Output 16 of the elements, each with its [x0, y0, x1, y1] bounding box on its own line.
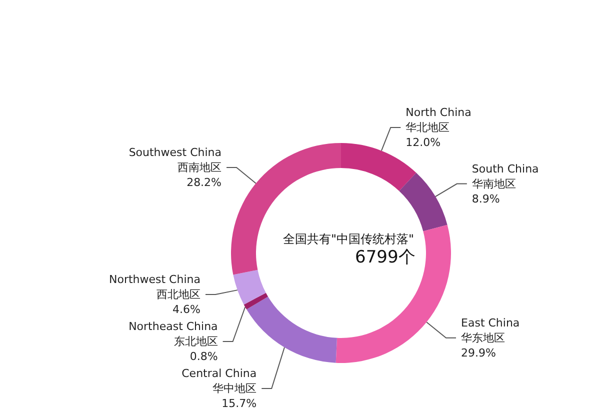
data-label: 0.8% [190, 350, 218, 363]
slice-label: South China 华南地区 [472, 162, 539, 190]
data-label: 8.9% [472, 192, 500, 206]
data-label: 28.2% [186, 176, 222, 190]
slice-label: Northeast China 东北地区 [128, 320, 218, 348]
text: 全国共有"中国传统村落" [283, 232, 414, 246]
slice-label: East China 华东地区 [461, 316, 520, 344]
slice-label: Northwest China 西北地区 [108, 273, 200, 301]
slice-label: Southwest China 西南地区 [128, 146, 222, 174]
data-label: 4.6% [172, 303, 200, 316]
slice-label: Central China 华中地区 [182, 367, 257, 395]
text: 6799个 [355, 248, 416, 268]
data-label: 12.0% [406, 136, 441, 149]
slice-label: North China 华北地区 [406, 106, 472, 134]
data-label: 29.9% [461, 346, 496, 360]
data-label: 15.7% [222, 397, 257, 410]
